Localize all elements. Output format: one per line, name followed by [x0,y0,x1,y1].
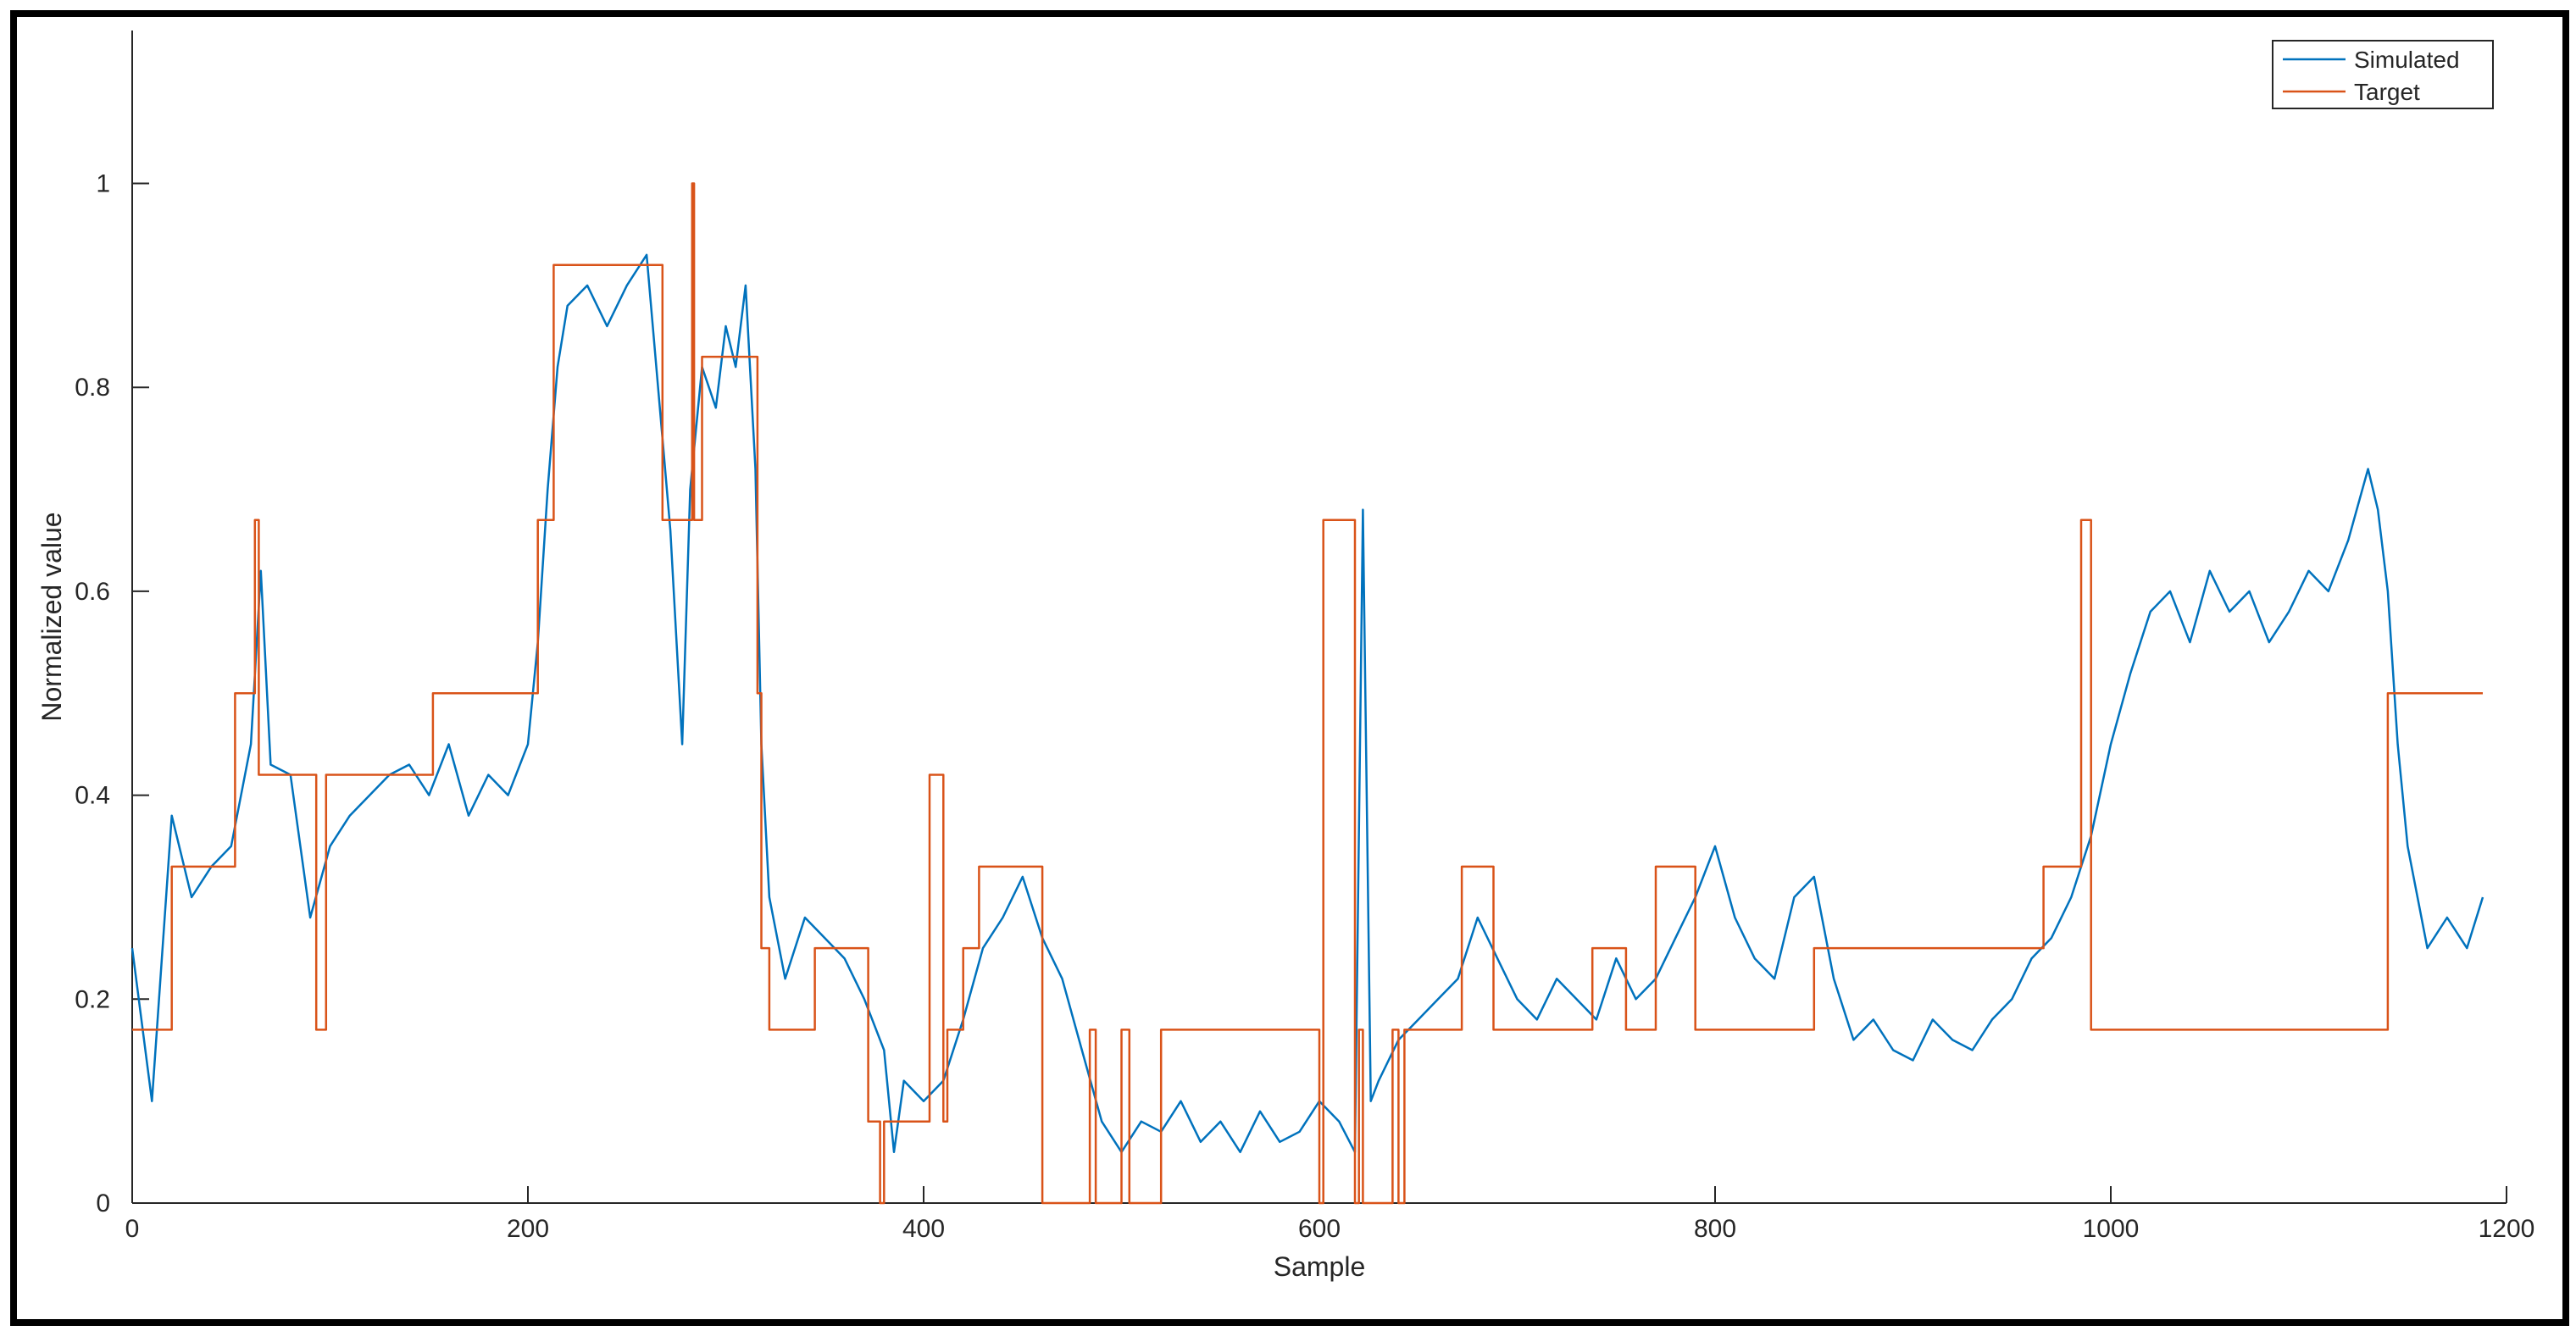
y-tick-label: 0.6 [75,578,110,606]
legend: Simulated Target [2272,40,2494,109]
y-axis-label: Normalized value [36,512,67,721]
x-tick-label: 200 [507,1215,549,1243]
y-tick-label: 0 [96,1190,110,1217]
x-tick-label: 800 [1694,1215,1736,1243]
x-tick-label: 600 [1298,1215,1341,1243]
x-tick-label: 400 [902,1215,945,1243]
x-axis-label: Sample [1274,1251,1366,1282]
legend-label: Simulated [2354,47,2460,73]
target-line [132,182,2483,1205]
y-tick-label: 0.8 [75,374,110,402]
figure-frame: 0 200 400 600 800 1000 1200 0 0.2 0.4 0.6 0.8 1 Sampl… [10,10,2569,1326]
legend-label: Target [2354,79,2420,105]
legend-box [2272,40,2494,109]
x-tick-label: 0 [125,1215,140,1243]
line-chart: 0 200 400 600 800 1000 1200 0 0.2 0.4 0.6 0.8 1 Sampl… [36,31,2534,1282]
simulated-line [130,253,2484,1154]
y-tick-label: 0.4 [75,782,110,810]
x-tick-label: 1000 [2083,1215,2140,1243]
x-tick-label: 1200 [2479,1215,2535,1243]
y-tick-label: 0.2 [75,985,110,1013]
y-tick-label: 1 [96,170,110,198]
series-lines [130,182,2484,1205]
axes: 0 200 400 600 800 1000 1200 0 0.2 0.4 0.6 0.8 1 Sampl… [36,31,2534,1282]
